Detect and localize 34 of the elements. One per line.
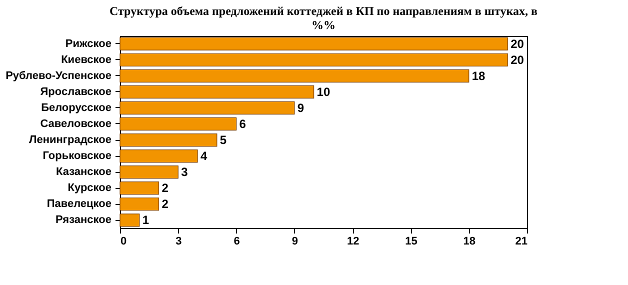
data-label: 18 [472, 68, 486, 83]
y-tick-label: Белорусское [41, 102, 112, 114]
y-tick-label: Курское [68, 182, 112, 194]
text: %% [312, 18, 336, 32]
x-tick-label: 15 [405, 236, 418, 248]
x-tick-label: 12 [346, 236, 360, 248]
data-label: 2 [162, 181, 169, 196]
data-label: 2 [162, 197, 169, 212]
y-tick-label: Горьковское [42, 150, 112, 162]
y-tick-label: Рублево-Успенское [6, 70, 112, 82]
x-tick-label: 6 [234, 236, 240, 248]
x-tick-label: 18 [463, 236, 476, 248]
y-tick-label: Ленинградское [29, 134, 112, 146]
data-label: 9 [297, 100, 304, 115]
data-label: 4 [200, 149, 208, 164]
data-label: 20 [510, 52, 524, 67]
y-tick-label: Рижское [65, 38, 112, 50]
y-tick-label: Киевское [61, 54, 112, 66]
y-tick-label: Ярославское [40, 86, 112, 98]
data-label: 5 [220, 133, 227, 148]
text: Структура объема предложений коттеджей в КП по направлениям в штуках, в [110, 4, 538, 18]
x-tick-label: 3 [176, 236, 182, 248]
y-tick-label: Савеловское [40, 118, 112, 130]
data-label: 6 [239, 116, 246, 131]
y-tick-label: Казанское [56, 166, 112, 178]
x-tick-label: 9 [292, 236, 298, 248]
data-label: 1 [142, 213, 150, 228]
y-tick-label: Павелецкое [46, 198, 112, 210]
x-tick-label: 21 [515, 236, 528, 248]
y-tick-label: Рязанское [55, 214, 112, 226]
x-tick-label: 0 [120, 236, 127, 248]
data-label: 10 [316, 84, 330, 99]
data-label: 20 [510, 36, 524, 51]
data-label: 3 [181, 165, 188, 180]
